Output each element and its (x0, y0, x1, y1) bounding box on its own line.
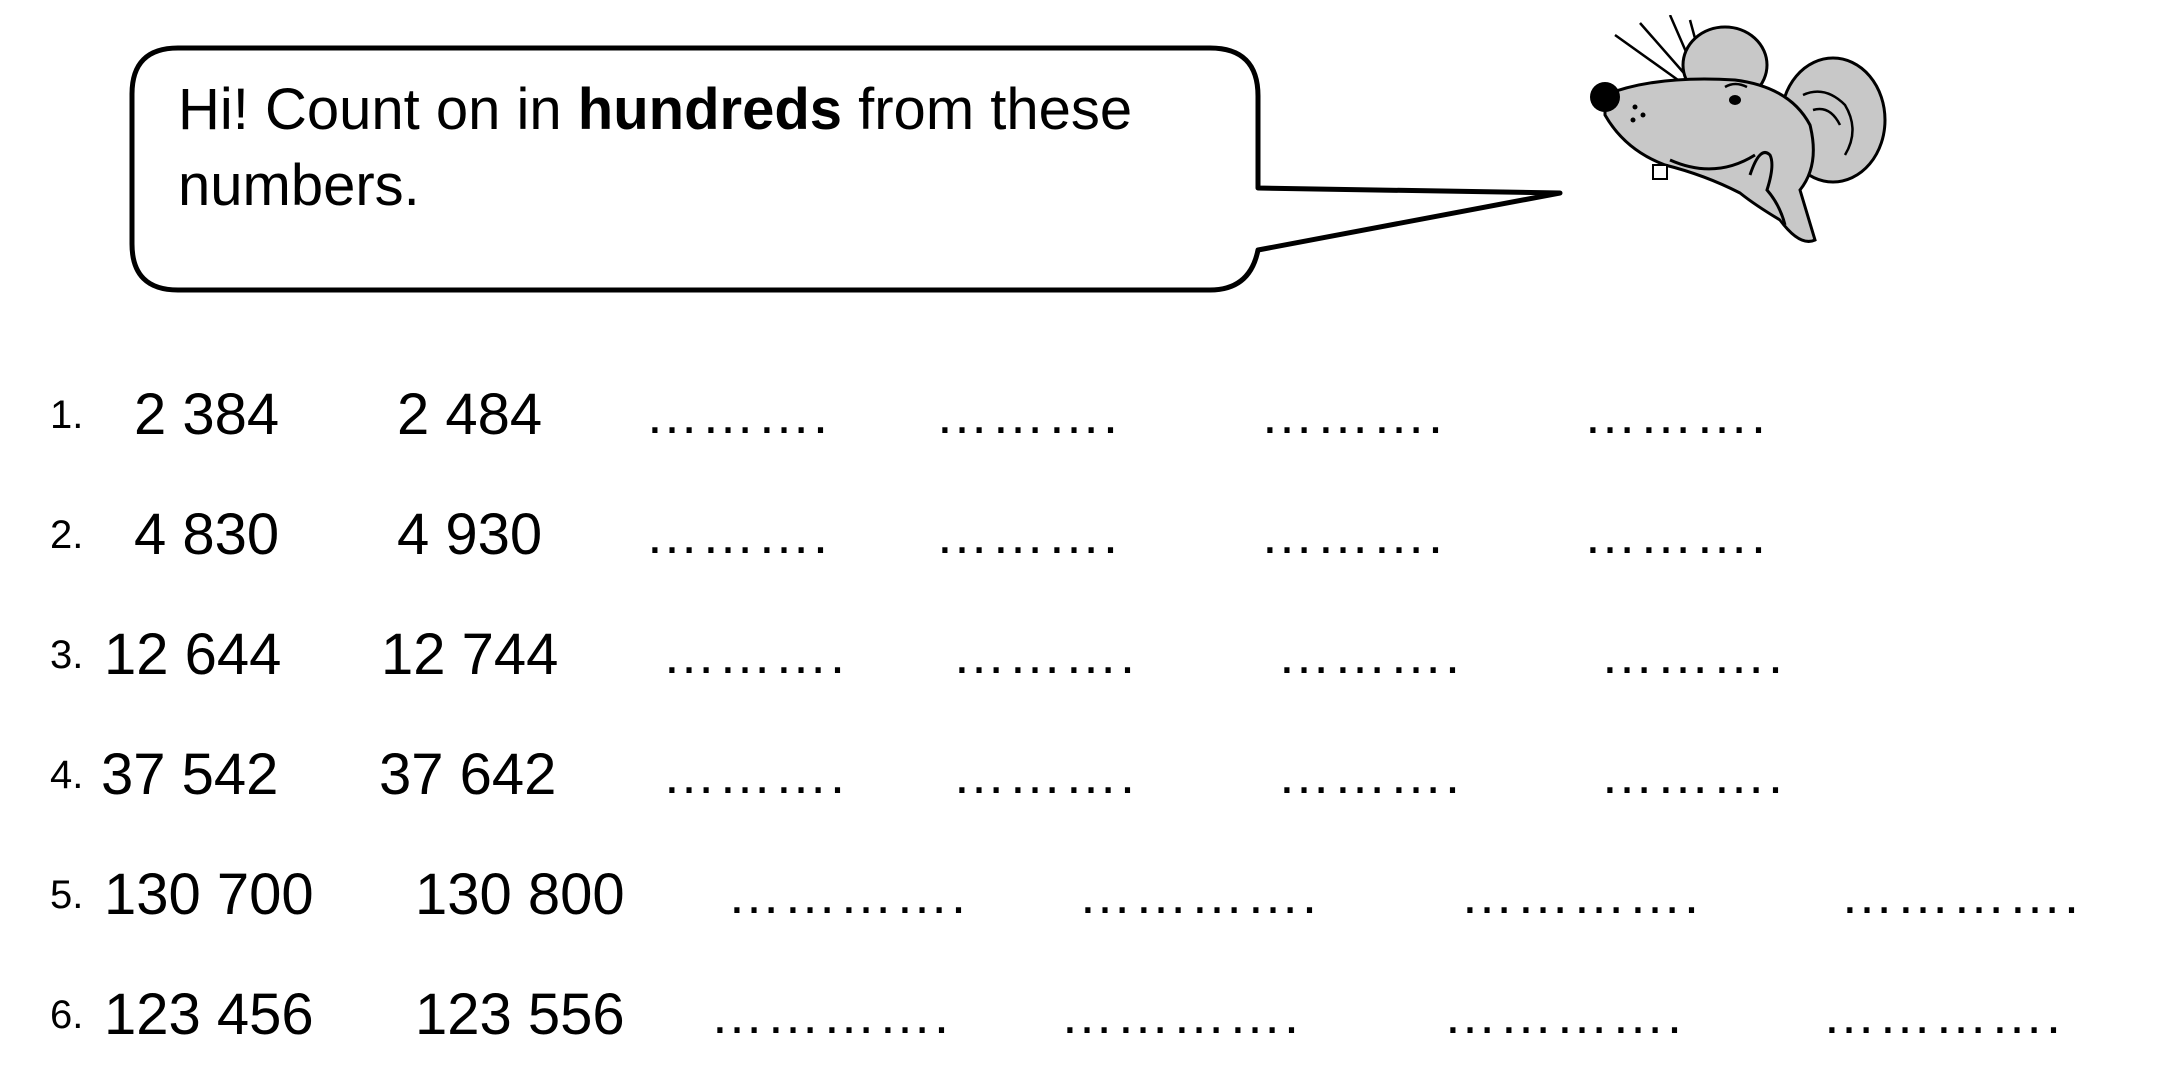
exercise-row: 3. 12 644 12 744 ………. ………. ………. ………. (0, 615, 2164, 695)
answer-blank[interactable]: …………. (1078, 865, 1320, 925)
exercise-row: 6. 123 456 123 556 …………. …………. …………. ………… (0, 975, 2164, 1055)
answer-blank[interactable]: …………. (727, 865, 969, 925)
next-number: 4 930 (397, 502, 543, 567)
next-number: 2 484 (397, 382, 543, 447)
answer-blank[interactable]: ………. (1277, 745, 1463, 805)
exercise-row: 2. 4 830 4 930 ………. ………. ………. ………. (0, 495, 2164, 575)
next-number: 37 642 (379, 742, 557, 807)
answer-blank[interactable]: ………. (1600, 625, 1786, 685)
row-number: 6. (50, 993, 84, 1037)
start-number: 12 644 (104, 622, 282, 687)
speech-bubble (129, 45, 1563, 293)
exercise-row: 1. 2 384 2 484 ………. ………. ………. ………. (0, 375, 2164, 455)
answer-blank[interactable]: ………. (1583, 385, 1769, 445)
answer-blank[interactable]: …………. (1060, 985, 1302, 1045)
answer-blank[interactable]: …………. (1443, 985, 1685, 1045)
exercise-row: 5. 130 700 130 800 …………. …………. …………. ………… (0, 855, 2164, 935)
answer-blank[interactable]: ………. (662, 745, 848, 805)
next-number: 123 556 (415, 982, 625, 1047)
exercise-row: 4. 37 542 37 642 ………. ………. ………. ………. (0, 735, 2164, 815)
answer-blank[interactable]: ………. (952, 625, 1138, 685)
start-number: 4 830 (134, 502, 280, 567)
row-number: 3. (50, 633, 84, 677)
start-number: 123 456 (104, 982, 314, 1047)
answer-blank[interactable]: ………. (935, 385, 1121, 445)
row-number: 5. (50, 873, 84, 917)
answer-blank[interactable]: ………. (645, 385, 831, 445)
instruction-text-end: from these numbers. (178, 77, 1133, 218)
answer-blank[interactable]: …………. (1822, 985, 2064, 1045)
next-number: 12 744 (381, 622, 559, 687)
answer-blank[interactable]: ………. (645, 505, 831, 565)
row-number: 2. (50, 513, 84, 557)
answer-blank[interactable]: …………. (1840, 865, 2082, 925)
next-number: 130 800 (415, 862, 625, 927)
answer-blank[interactable]: ………. (1600, 745, 1786, 805)
answer-blank[interactable]: ………. (1583, 505, 1769, 565)
mouse-icon (1590, 15, 1887, 243)
row-number: 4. (50, 753, 84, 797)
start-number: 37 542 (101, 742, 279, 807)
row-number: 1. (50, 393, 84, 437)
instruction-text-start: Hi! Count on in (178, 77, 578, 142)
answer-blank[interactable]: ………. (1260, 505, 1446, 565)
answer-blank[interactable]: ………. (1260, 385, 1446, 445)
answer-blank[interactable]: ………. (935, 505, 1121, 565)
start-number: 130 700 (104, 862, 314, 927)
instruction-text: Hi! Count on in hundreds from these numb… (178, 72, 1228, 224)
answer-blank[interactable]: ………. (1277, 625, 1463, 685)
answer-blank[interactable]: ………. (952, 745, 1138, 805)
answer-blank[interactable]: …………. (1460, 865, 1702, 925)
instruction-text-bold: hundreds (577, 77, 843, 142)
start-number: 2 384 (134, 382, 280, 447)
answer-blank[interactable]: …………. (710, 985, 952, 1045)
answer-blank[interactable]: ………. (662, 625, 848, 685)
